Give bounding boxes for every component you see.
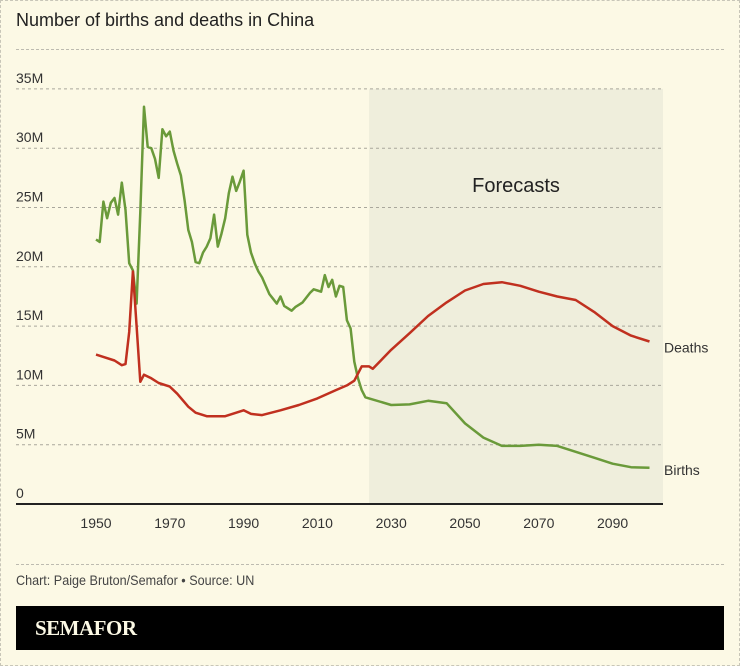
y-tick-label: 35M <box>16 70 43 86</box>
brand-bar: SEMAFOR <box>16 606 724 650</box>
semafor-logo: SEMAFOR <box>35 616 137 640</box>
series-line-births <box>95 105 650 470</box>
x-tick-label: 2030 <box>376 515 407 531</box>
series-label-deaths: Deaths <box>664 340 708 356</box>
y-tick-label: 10M <box>16 366 43 382</box>
series-line-deaths <box>95 270 650 418</box>
divider <box>16 564 724 565</box>
y-tick-label: 30M <box>16 129 43 145</box>
x-tick-label: 1990 <box>228 515 259 531</box>
x-tick-label: 1970 <box>154 515 185 531</box>
divider <box>16 49 724 50</box>
x-tick-label: 2090 <box>597 515 628 531</box>
y-tick-label: 15M <box>16 307 43 323</box>
y-tick-label: 25M <box>16 189 43 205</box>
series-label-births: Births <box>664 462 700 478</box>
chart-plot: 0 5M 10M 15M 20M 25M 30M 35M Forecasts 1950 1970… <box>16 70 708 531</box>
forecast-region <box>369 88 663 505</box>
y-tick-label: 0 <box>16 485 24 501</box>
y-tick-label: 20M <box>16 248 43 264</box>
x-tick-label: 2050 <box>449 515 480 531</box>
source-credit: Chart: Paige Bruton/Semafor • Source: UN <box>16 572 255 588</box>
y-tick-label: 5M <box>16 426 35 442</box>
x-tick-label: 2010 <box>302 515 333 531</box>
x-tick-label: 1950 <box>80 515 111 531</box>
chart-title: Number of births and deaths in China <box>16 10 315 30</box>
forecast-label: Forecasts <box>472 175 560 197</box>
x-tick-label: 2070 <box>523 515 554 531</box>
